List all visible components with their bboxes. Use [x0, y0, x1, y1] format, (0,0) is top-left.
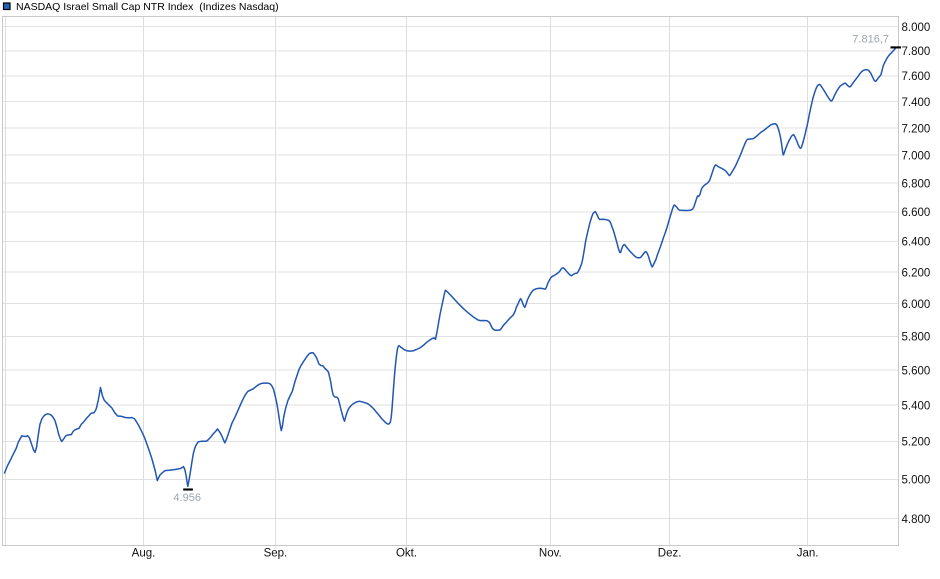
svg-text:Aug.: Aug.: [132, 548, 156, 560]
svg-text:5.800: 5.800: [902, 332, 931, 344]
svg-text:7.800: 7.800: [902, 46, 931, 58]
svg-text:5.000: 5.000: [902, 475, 931, 487]
svg-text:Dez.: Dez.: [658, 548, 682, 560]
svg-text:6.400: 6.400: [902, 237, 931, 249]
svg-text:Sep.: Sep.: [264, 548, 288, 560]
svg-text:7.400: 7.400: [902, 97, 931, 109]
svg-text:4.800: 4.800: [902, 514, 931, 526]
svg-text:7.200: 7.200: [902, 123, 931, 135]
svg-text:8.000: 8.000: [902, 22, 931, 34]
svg-text:5.200: 5.200: [902, 437, 931, 449]
svg-text:7.000: 7.000: [902, 150, 931, 162]
svg-text:6.800: 6.800: [902, 178, 931, 190]
svg-text:7.816,7: 7.816,7: [852, 34, 889, 46]
svg-text:7.600: 7.600: [902, 71, 931, 83]
svg-text:Nov.: Nov.: [539, 548, 562, 560]
svg-text:6.200: 6.200: [902, 267, 931, 279]
svg-text:6.000: 6.000: [902, 299, 931, 311]
svg-text:5.600: 5.600: [902, 365, 931, 377]
svg-text:Okt.: Okt.: [396, 548, 417, 560]
svg-text:4.956: 4.956: [173, 492, 201, 504]
svg-text:5.400: 5.400: [902, 400, 931, 412]
svg-text:6.600: 6.600: [902, 207, 931, 219]
svg-text:NASDAQ Israel Small Cap NTR In: NASDAQ Israel Small Cap NTR Index (Indiz…: [16, 1, 279, 13]
svg-text:Jan.: Jan.: [797, 548, 819, 560]
